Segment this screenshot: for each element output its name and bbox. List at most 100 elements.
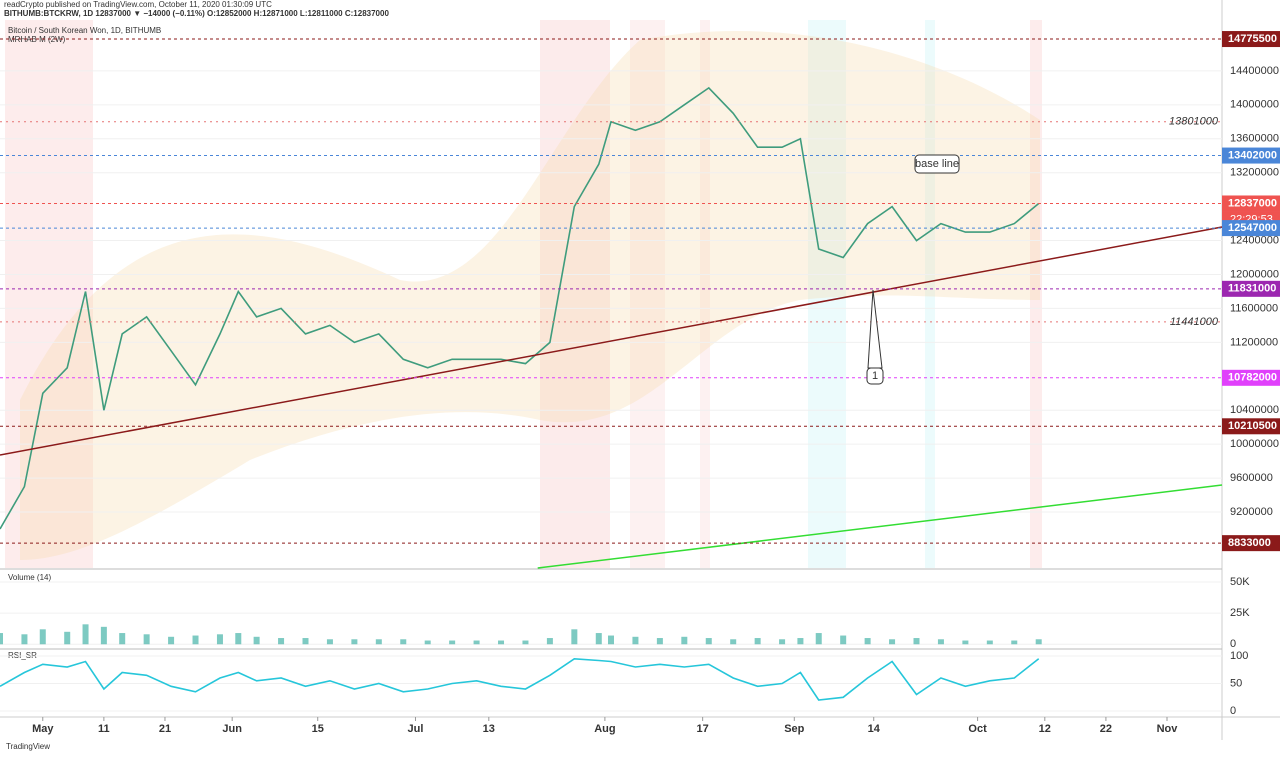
level-label: 10210500: [1228, 420, 1277, 432]
volume-bar: [192, 635, 199, 645]
band: [925, 20, 935, 568]
y-tick-label: 13600000: [1230, 133, 1279, 145]
x-tick-label: 22: [1100, 723, 1112, 735]
x-tick-label: 14: [868, 723, 881, 735]
band: [1030, 20, 1042, 568]
chart-title: Bitcoin / South Korean Won, 1D, BITHUMB: [8, 26, 161, 35]
callout-box: [914, 154, 960, 174]
level-label: 13402000: [1228, 149, 1277, 161]
y-tick-label: 9200000: [1230, 506, 1273, 518]
volume-bar: [449, 640, 456, 645]
y-tick-label: 11600000: [1230, 302, 1278, 314]
session-bands: [5, 20, 1042, 568]
volume-bar: [302, 638, 309, 645]
volume-bar: [424, 640, 431, 645]
y-tick-label: 0: [1230, 638, 1236, 650]
symbol-line: BITHUMB:BTCKRW, 1D 12837000 ▼ −14000 (−0…: [4, 9, 389, 18]
price-note: 13801000: [1169, 116, 1219, 128]
band: [5, 20, 93, 568]
volume-bar: [840, 635, 847, 645]
volume-bar: [754, 638, 761, 645]
x-tick-label: Jun: [222, 723, 242, 735]
band: [700, 20, 710, 568]
volume-bar: [797, 638, 804, 645]
volume-bar: [82, 624, 89, 645]
volume-bar: [608, 635, 614, 645]
volume-bar: [889, 639, 896, 645]
x-tick-label: 21: [159, 723, 171, 735]
volume-bar: [730, 639, 737, 645]
volume-bar: [473, 640, 480, 645]
level-label: 12547000: [1228, 222, 1277, 234]
band: [630, 20, 665, 568]
callout: 1: [872, 370, 878, 382]
volume-bar: [986, 640, 993, 645]
level-tag: [1222, 195, 1280, 212]
price-line: [0, 657, 1040, 701]
volume-title: Volume (14): [8, 573, 51, 582]
trend-line: [537, 484, 1223, 569]
volume-bar: [937, 639, 944, 645]
x-tick-label: Jul: [408, 723, 424, 735]
level-tag: [1222, 418, 1280, 435]
volume-bar: [64, 631, 71, 645]
callout: base line: [915, 158, 959, 170]
volume-bar: [522, 640, 529, 645]
y-tick-label: 10400000: [1230, 404, 1279, 416]
y-tick-label: 50K: [1230, 576, 1250, 588]
y-tick-label: 14000000: [1230, 99, 1279, 111]
level-label: 10782000: [1228, 372, 1277, 384]
brand: TradingView: [6, 742, 50, 751]
x-tick-label: Sep: [784, 723, 804, 735]
band: [540, 20, 610, 568]
level-tag: [1222, 220, 1280, 237]
x-tick-label: 11: [98, 723, 110, 735]
volume-bar: [815, 633, 822, 645]
volume-bar: [351, 639, 358, 645]
price-note: 11441000: [1170, 316, 1219, 328]
y-tick-label: 25K: [1230, 607, 1250, 619]
volume-bar: [278, 638, 285, 645]
volume-bar: [100, 626, 107, 645]
trend-line: [0, 226, 1223, 456]
x-tick-label: 15: [312, 723, 324, 735]
level-tag: [1222, 535, 1280, 552]
volume-bar: [21, 634, 28, 645]
price-line: [0, 86, 1040, 530]
publisher: readCrypto published on TradingView.com,…: [4, 0, 272, 9]
volume-bar: [913, 638, 920, 645]
y-tick-label: 9600000: [1230, 472, 1273, 484]
level-tag: [1222, 31, 1280, 48]
volume-bar: [0, 633, 3, 645]
volume-bar: [253, 636, 260, 645]
level-label: 8833000: [1228, 537, 1271, 549]
volume-bar: [546, 638, 553, 645]
level-label: 14775500: [1228, 33, 1277, 45]
volume-bar: [119, 633, 126, 645]
volume-bar: [1035, 639, 1042, 645]
volume-bar: [498, 640, 505, 645]
x-tick-label: Oct: [968, 723, 987, 735]
level-tag: [1222, 369, 1280, 386]
y-tick-label: 11200000: [1230, 336, 1278, 348]
volume-bar: [168, 636, 175, 645]
y-tick-label: 14400000: [1230, 65, 1279, 77]
y-tick-label: 10000000: [1230, 438, 1279, 450]
volume-bar: [1011, 640, 1018, 645]
volatility-cloud: [20, 31, 1040, 560]
level-tag: [1222, 147, 1280, 164]
y-tick-label: 50: [1230, 677, 1242, 689]
volume-bar: [375, 639, 382, 645]
volume-bar: [632, 636, 639, 645]
volume-bar: [571, 629, 578, 645]
volume-bar: [235, 633, 242, 645]
y-tick-label: 12400000: [1230, 234, 1279, 246]
y-tick-label: 100: [1230, 650, 1248, 662]
x-tick-label: Nov: [1157, 723, 1179, 735]
band: [808, 20, 846, 568]
y-tick-label: 12000000: [1230, 268, 1279, 280]
x-tick-label: 13: [483, 723, 495, 735]
volume-bar: [656, 638, 663, 645]
volume-bar: [216, 634, 223, 645]
